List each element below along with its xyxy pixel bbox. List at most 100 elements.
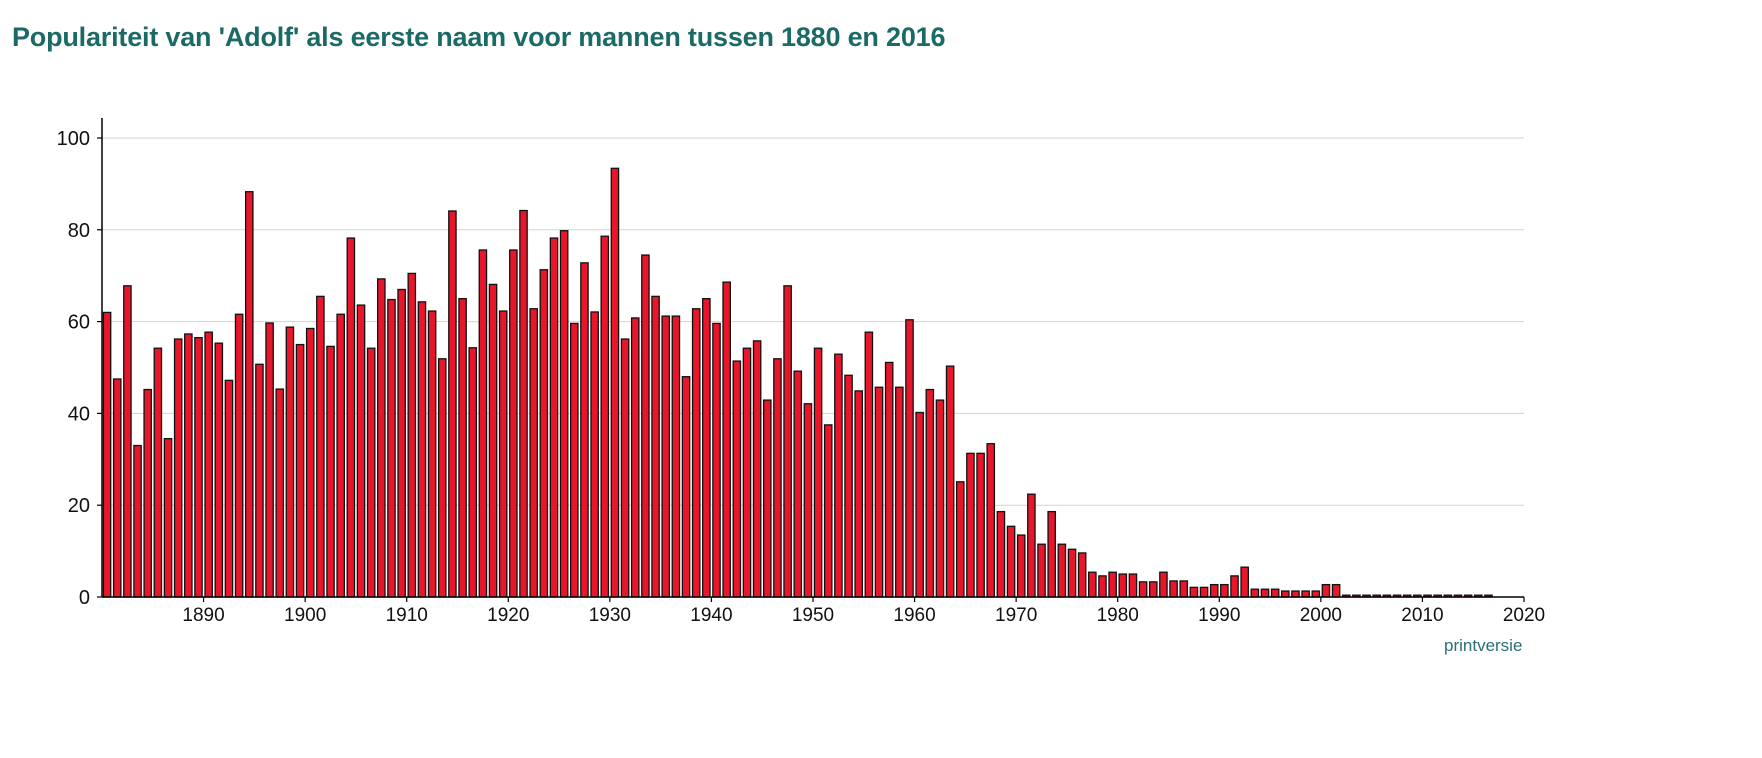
bar-1980 — [1118, 573, 1128, 598]
bar-1931 — [620, 338, 630, 598]
bar-1914 — [448, 210, 457, 598]
bars — [102, 167, 1493, 598]
bar-1935 — [661, 315, 671, 598]
bar-1899 — [295, 343, 305, 598]
bar-1905 — [356, 304, 366, 598]
bar-1903 — [336, 313, 345, 598]
bar-1922 — [529, 308, 538, 598]
bar-1968 — [996, 510, 1006, 598]
bar-1921 — [519, 209, 528, 598]
y-tick-label-40: 40 — [68, 403, 90, 425]
bar-1956 — [874, 386, 884, 598]
x-tick-label-1920: 1920 — [487, 605, 529, 626]
y-tick-label-80: 80 — [68, 220, 90, 242]
x-tick-label-1950: 1950 — [792, 605, 834, 626]
bar-1946 — [773, 358, 782, 598]
bar-1886 — [163, 437, 173, 598]
bar-1957 — [884, 361, 894, 598]
x-tick-label-1900: 1900 — [284, 605, 326, 626]
bar-1991 — [1230, 575, 1239, 598]
bar-1898 — [285, 326, 295, 598]
bar-1965 — [966, 452, 975, 598]
grid-lines — [102, 137, 1524, 506]
bar-1982 — [1138, 581, 1148, 598]
y-axis-ticks: 0 20 40 60 80 100 — [57, 128, 102, 609]
x-tick-label-1970: 1970 — [995, 605, 1037, 626]
bar-1885 — [153, 347, 163, 598]
bar-1890 — [204, 331, 213, 598]
bar-1953 — [844, 374, 853, 598]
bar-1974 — [1057, 543, 1067, 598]
bar-1880 — [102, 311, 112, 598]
bar-1933 — [641, 254, 650, 598]
bar-1995 — [1270, 588, 1280, 598]
bar-1940 — [712, 322, 721, 598]
bar-1925 — [559, 230, 569, 598]
bar-1912 — [427, 310, 437, 598]
bar-1981 — [1128, 573, 1138, 598]
x-tick-label-1990: 1990 — [1198, 605, 1240, 626]
bar-1895 — [255, 363, 264, 598]
bar-1913 — [437, 358, 447, 598]
bar-1918 — [488, 283, 498, 598]
bar-1971 — [1027, 493, 1036, 598]
bar-1900 — [305, 327, 315, 598]
bar-1929 — [600, 235, 610, 598]
x-tick-label-1960: 1960 — [893, 605, 935, 626]
bar-1960 — [915, 411, 924, 598]
bar-1906 — [366, 347, 376, 598]
y-tick-label-100: 100 — [57, 128, 90, 150]
x-tick-label-1890: 1890 — [182, 605, 224, 626]
bar-1917 — [478, 249, 488, 598]
y-tick-label-20: 20 — [68, 495, 90, 517]
bar-1926 — [570, 322, 579, 598]
bar-1891 — [214, 342, 224, 598]
y-tick-label-60: 60 — [68, 312, 90, 334]
bar-1993 — [1250, 588, 1260, 598]
x-tick-label-1940: 1940 — [690, 605, 732, 626]
print-version-link[interactable]: printversie — [1444, 636, 1523, 655]
bar-2000 — [1321, 583, 1331, 598]
bar-1892 — [224, 379, 234, 598]
y-tick-label-0: 0 — [79, 587, 90, 609]
bar-1966 — [976, 452, 985, 598]
bar-1896 — [265, 322, 274, 598]
bar-1947 — [783, 285, 792, 598]
bar-1959 — [905, 319, 914, 598]
bar-1930 — [610, 167, 620, 598]
bar-1889 — [194, 337, 203, 598]
bar-1911 — [417, 301, 427, 598]
bar-1976 — [1077, 552, 1087, 598]
bar-1888 — [184, 333, 193, 598]
bar-1983 — [1148, 581, 1158, 598]
bar-1887 — [173, 338, 183, 598]
bar-1936 — [671, 315, 681, 598]
bar-1951 — [823, 424, 833, 598]
bar-1970 — [1016, 534, 1026, 598]
bar-1944 — [752, 340, 762, 598]
bar-1897 — [275, 388, 285, 598]
bar-1949 — [803, 403, 813, 598]
bar-1907 — [377, 278, 386, 598]
bar-1902 — [326, 345, 335, 598]
bar-1938 — [691, 308, 701, 598]
bar-1882 — [123, 285, 132, 598]
x-tick-label-1930: 1930 — [589, 605, 631, 626]
bar-1883 — [133, 444, 142, 598]
bar-1964 — [955, 481, 965, 598]
bar-1955 — [864, 331, 874, 598]
bar-1952 — [834, 353, 843, 598]
bar-1996 — [1281, 590, 1290, 598]
bar-1920 — [509, 249, 518, 598]
bar-1992 — [1240, 566, 1249, 598]
bar-1894 — [244, 191, 254, 598]
bar-1978 — [1098, 575, 1107, 598]
x-tick-label-2020: 2020 — [1503, 605, 1545, 626]
bar-1915 — [458, 297, 467, 598]
bar-1927 — [580, 262, 589, 598]
bar-1923 — [539, 269, 549, 598]
bar-1937 — [681, 376, 691, 598]
x-tick-label-1980: 1980 — [1097, 605, 1139, 626]
bar-1961 — [925, 388, 935, 598]
bar-1975 — [1067, 548, 1077, 598]
